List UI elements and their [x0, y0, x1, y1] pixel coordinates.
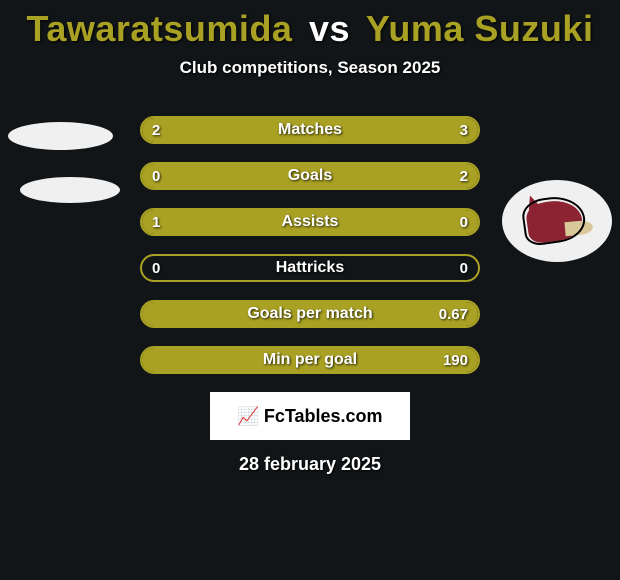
chart-icon: 📈	[237, 406, 259, 427]
stat-bar-left	[142, 118, 276, 142]
stat-bar-right	[276, 118, 478, 142]
player1-name: Tawaratsumida	[27, 8, 293, 49]
subtitle: Club competitions, Season 2025	[0, 58, 620, 78]
player1-badge-top	[8, 122, 113, 150]
stat-value-right: 0	[450, 256, 478, 280]
comparison-title: Tawaratsumida vs Yuma Suzuki	[0, 0, 620, 50]
stat-row: 02Goals	[140, 162, 480, 190]
stat-rows: 23Matches 02Goals 10Assists 0 0Hattricks 0.67…	[140, 116, 480, 374]
stat-label: Hattricks	[142, 256, 478, 280]
coyote-logo-icon	[517, 193, 597, 249]
stat-row: 190Min per goal	[140, 346, 480, 374]
stat-value-left: 0	[142, 256, 170, 280]
player2-badge	[502, 180, 612, 262]
stat-bar-left	[142, 210, 478, 234]
stat-row: 23Matches	[140, 116, 480, 144]
player2-name: Yuma Suzuki	[366, 8, 594, 49]
stat-bar-right	[142, 348, 478, 372]
vs-label: vs	[309, 8, 350, 49]
watermark: 📈 FcTables.com	[210, 392, 410, 440]
stat-bar-right	[142, 164, 478, 188]
stat-row: 10Assists	[140, 208, 480, 236]
player1-badge-bottom	[20, 177, 120, 203]
stat-bar-right	[142, 302, 478, 326]
stat-row: 0.67Goals per match	[140, 300, 480, 328]
watermark-text: FcTables.com	[264, 406, 383, 427]
date-line: 28 february 2025	[0, 454, 620, 475]
stat-row: 0 0Hattricks	[140, 254, 480, 282]
